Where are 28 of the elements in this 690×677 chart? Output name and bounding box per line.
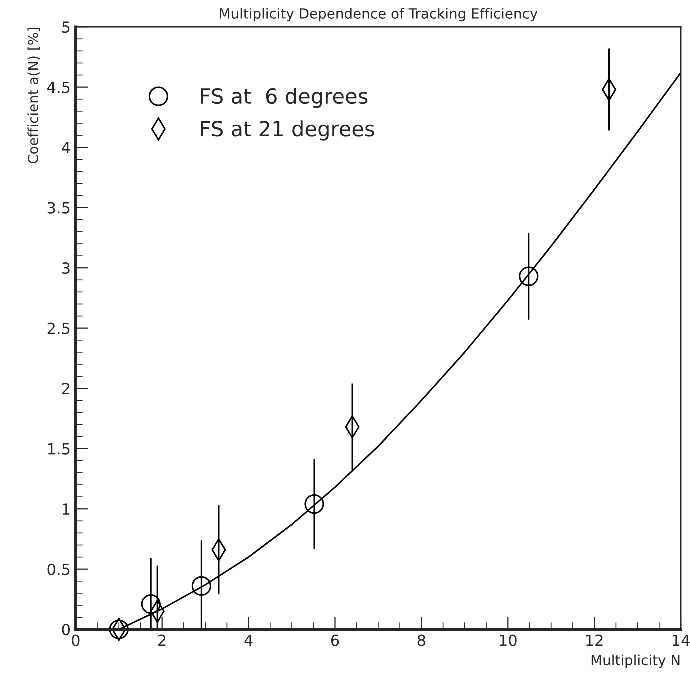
point — [304, 494, 324, 514]
y-tick-label: 0 — [62, 624, 70, 636]
y-tick-label: 3.5 — [48, 202, 70, 214]
x-tick-label: 10 — [500, 634, 517, 646]
x-tick-label: 12 — [586, 634, 603, 646]
chart-title: Multiplicity Dependence of Tracking Efficiency — [220, 8, 538, 22]
x-tick-label: 0 — [72, 634, 80, 646]
point — [141, 594, 161, 614]
legend-label: FS at 21 degrees — [201, 120, 374, 141]
y-tick-label: 2 — [62, 383, 70, 394]
y-tick-label: 0.5 — [48, 564, 70, 576]
x-axis-title: Multiplicity N — [592, 654, 680, 668]
point — [519, 266, 539, 286]
x-tick-label: 14 — [672, 634, 690, 646]
point — [192, 576, 212, 596]
y-tick-label: 3 — [62, 262, 70, 274]
y-tick-label: 1 — [62, 504, 70, 515]
x-tick-label: 6 — [331, 634, 340, 646]
x-tick-label: 4 — [244, 634, 253, 646]
y-tick-label: 2.5 — [48, 322, 70, 334]
y-tick-label: 5 — [62, 22, 70, 34]
y-tick-label: 4 — [62, 142, 70, 154]
y-tick-label: 1.5 — [48, 444, 70, 455]
x-tick-label: 8 — [418, 634, 426, 646]
x-tick-label: 2 — [158, 634, 166, 646]
y-axis-title: Coefficient a(N) [%] — [28, 28, 40, 164]
y-tick-label: 4.5 — [47, 82, 70, 94]
legend-label: FS at 6 degrees — [201, 88, 368, 108]
